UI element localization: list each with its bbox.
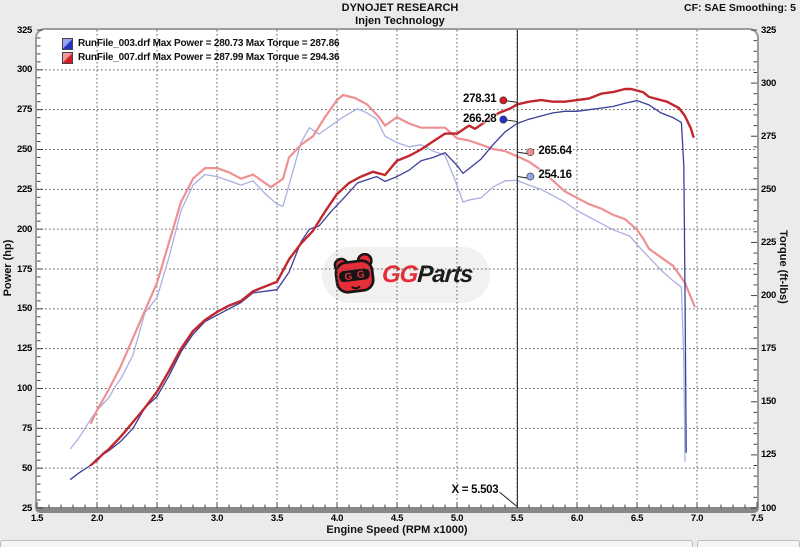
x-tick-label: 5.0 [450,513,464,524]
chart-legend: RunFile_003.drf Max Power = 280.73 Max T… [62,37,340,65]
x-tick-label: 5.5 [510,513,524,524]
power-tick-label: 200 [17,223,32,235]
ggparts-watermark: G G GGParts [322,247,490,303]
legend-row-runfile-003[interactable]: RunFile_003.drf Max Power = 280.73 Max T… [62,37,340,50]
x-tick-label: 2.5 [150,513,164,524]
cursor-readout-value: 278.31 [463,93,497,106]
legend-swatch-blue [62,37,73,50]
legend-label-runfile-007: RunFile_007.drf Max Power = 287.99 Max T… [78,52,340,63]
x-tick-label: 2.0 [90,513,104,524]
x-tick-label: 1.5 [30,513,44,524]
power-tick-label: 275 [17,104,32,116]
power-tick-label: 25 [22,502,32,514]
correction-smoothing-info: CF: SAE Smoothing: 5 [684,2,796,14]
x-tick-label: 7.0 [690,513,704,524]
torque-tick-label: 300 [761,77,776,89]
torque-tick-label: 175 [761,343,776,355]
power-tick-label: 50 [22,462,32,474]
x-tick-label: 6.0 [570,513,584,524]
power-tick-label: 250 [17,144,32,155]
curve-runfile_003-power [69,99,687,480]
cursor-x-label: X = 5.503 [451,484,499,496]
readout-dot [499,96,508,105]
cursor-readout-value: 265.64 [538,145,572,158]
page-subtitle: Injen Technology [355,15,445,27]
torque-tick-label: 250 [761,183,776,195]
curve-runfile_007-power [89,87,695,467]
power-tick-label: 150 [17,303,32,315]
svg-text:G: G [344,271,353,283]
bottom-panel-left [0,540,693,547]
curve-runfile_003-torque [69,108,686,462]
torque-tick-label: 275 [761,130,776,142]
power-tick-label: 325 [17,24,32,36]
legend-row-runfile-007[interactable]: RunFile_007.drf Max Power = 287.99 Max T… [62,51,340,64]
x-tick-label: 7.5 [750,513,764,524]
power-tick-label: 100 [17,383,32,394]
cursor-x-label-connector [499,491,517,507]
x-tick-label: 3.5 [270,513,284,524]
curve-runfile_007-torque [89,93,696,425]
page-title: DYNOJET RESEARCH [341,2,459,14]
cursor-readout-value: 254.16 [538,169,572,182]
x-tick-label: 4.0 [330,513,344,524]
torque-tick-label: 100 [761,502,776,514]
torque-tick-label: 325 [761,24,776,36]
rpm-axis-title: Engine Speed (RPM x1000) [326,524,468,536]
power-tick-label: 300 [17,64,32,76]
readout-dot [499,115,508,124]
x-tick-label: 3.0 [210,513,224,524]
readout-dot [526,172,535,181]
torque-tick-label: 200 [761,290,776,302]
svg-text:G: G [356,269,365,281]
torque-tick-label: 150 [761,396,776,408]
ggparts-mascot-icon: G G [333,253,375,294]
power-tick-label: 125 [17,343,32,355]
cursor-readout-value: 266.28 [463,112,497,125]
torque-axis-title: Torque (ft-lbs) [777,230,789,304]
legend-swatch-red [62,51,73,64]
power-tick-label: 225 [17,183,32,195]
x-tick-label: 4.5 [390,513,404,524]
x-tick-label: 6.5 [630,513,644,524]
power-tick-label: 175 [17,263,32,275]
torque-tick-label: 225 [761,236,776,248]
legend-label-runfile-003: RunFile_003.drf Max Power = 280.73 Max T… [78,38,340,49]
power-tick-label: 75 [22,422,32,434]
torque-tick-label: 125 [761,449,776,461]
readout-dot [526,148,535,157]
